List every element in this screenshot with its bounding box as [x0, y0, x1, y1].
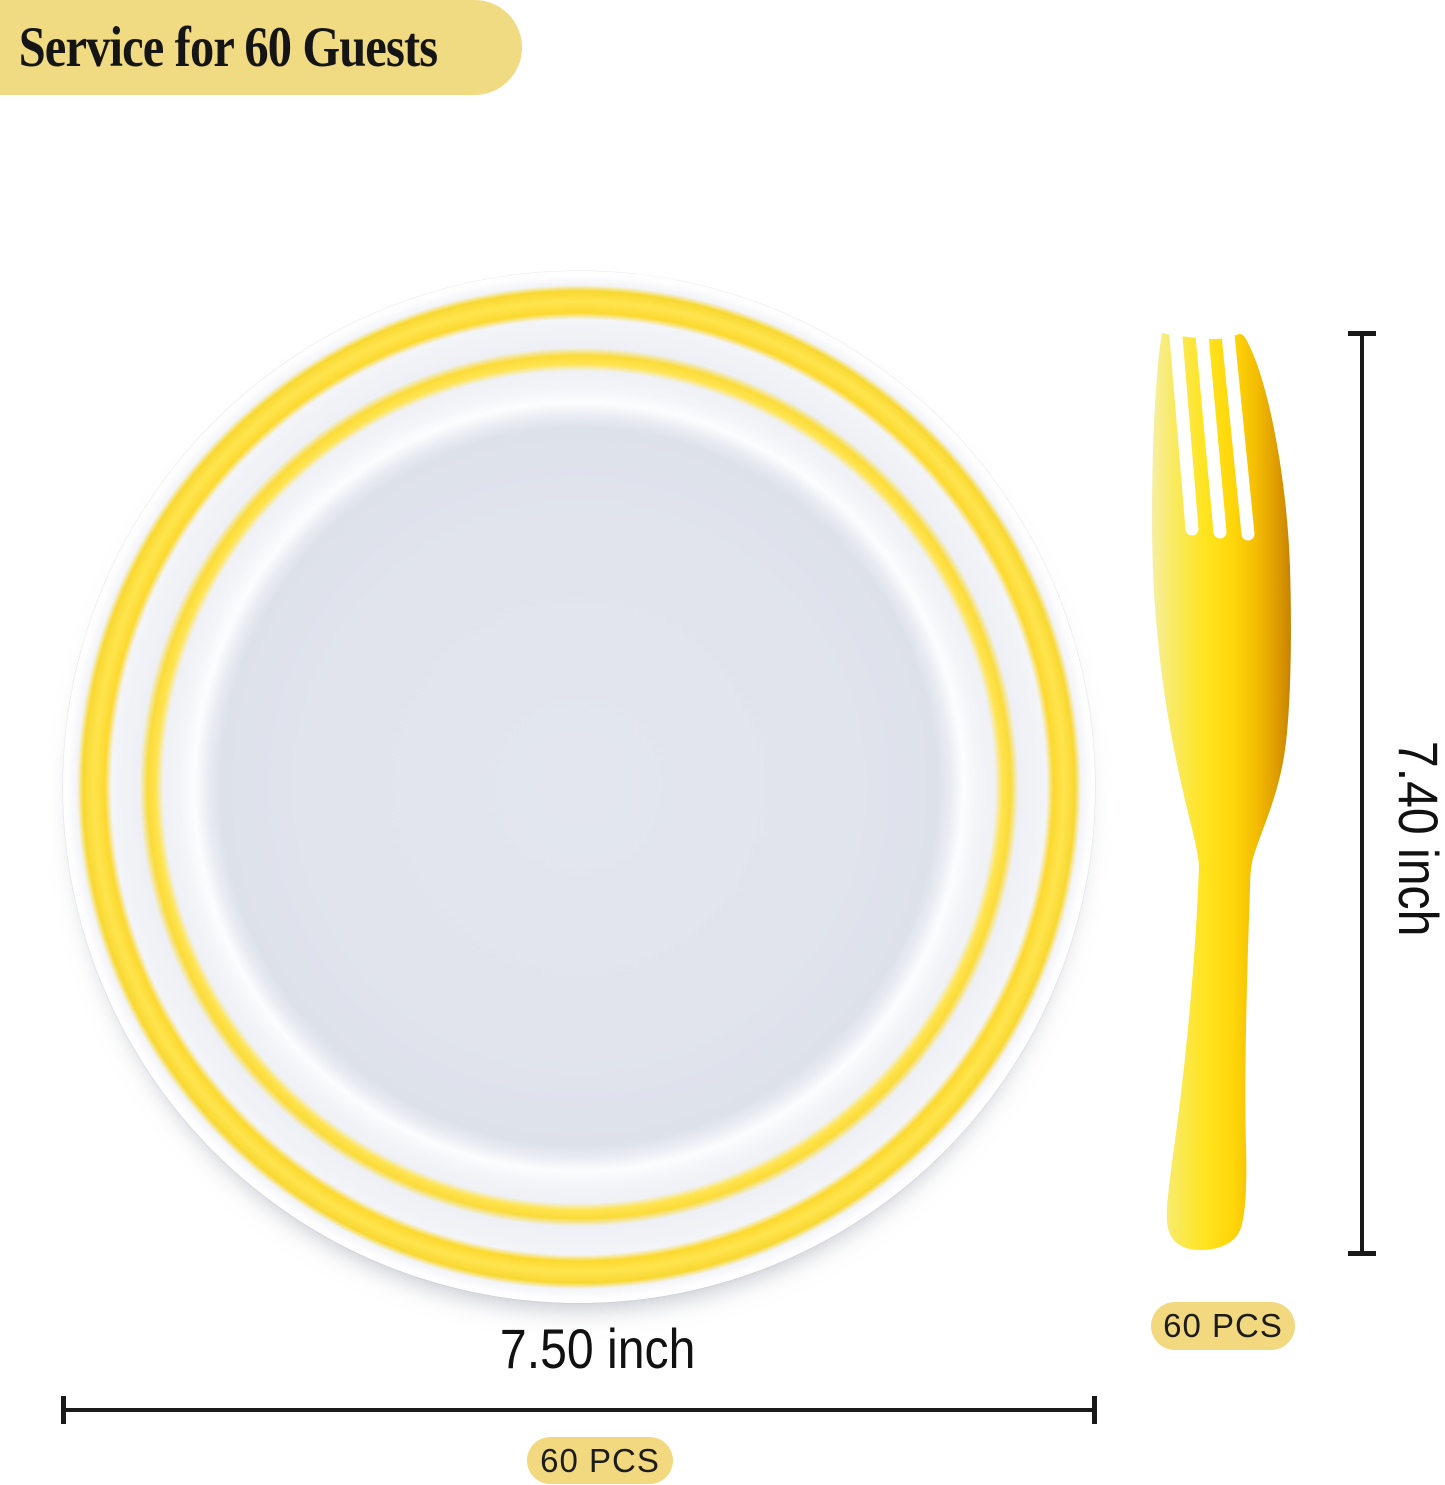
fork-silhouette	[1152, 333, 1291, 1250]
plate-count-badge: 60 PCS	[527, 1437, 673, 1484]
fork-image	[1152, 331, 1291, 1250]
service-count-text: Service for 60 Guests	[18, 16, 438, 79]
fork-count-badge: 60 PCS	[1151, 1302, 1295, 1350]
service-count-banner: Service for 60 Guests	[0, 0, 522, 95]
plate-width-dimension-line	[61, 1396, 1097, 1424]
fork-slot	[1168, 331, 1199, 536]
fork-slot	[1195, 331, 1227, 539]
plate-image	[63, 271, 1095, 1303]
fork-count-text: 60 PCS	[1163, 1307, 1283, 1344]
fork-height-dimension-line	[1348, 331, 1376, 1256]
fork-slot	[1221, 331, 1255, 541]
fork-height-value: 7.40 inch	[1387, 740, 1445, 937]
fork-height-label: 7.40 inch	[1387, 725, 1445, 936]
fork-tine-slots	[1168, 331, 1255, 541]
plate-width-label: 7.50 inch	[398, 1320, 798, 1378]
plate-width-value: 7.50 inch	[500, 1317, 696, 1380]
plate-count-text: 60 PCS	[540, 1441, 660, 1479]
